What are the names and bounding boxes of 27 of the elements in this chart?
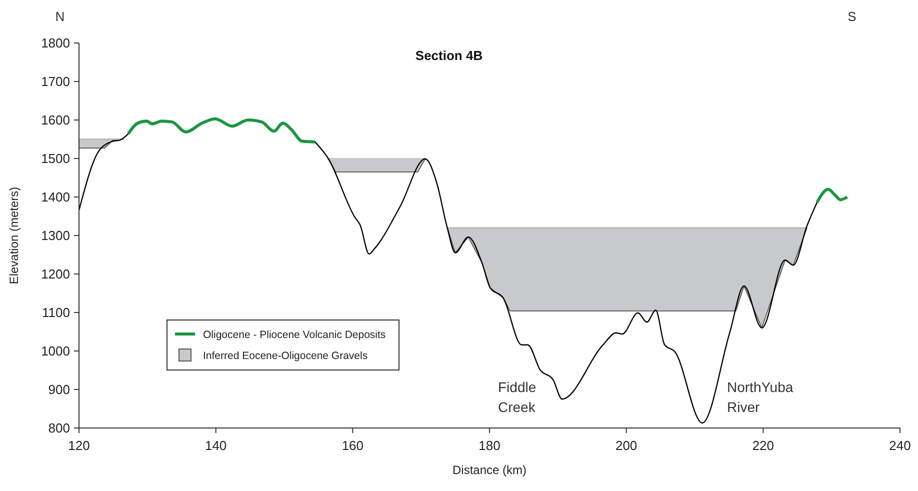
y-tick-label: 1600	[41, 112, 70, 128]
y-tick-label: 1200	[41, 266, 70, 282]
x-tick-label: 160	[342, 438, 364, 453]
text: S	[848, 9, 857, 24]
x-tick-label: 180	[478, 438, 500, 453]
y-tick-label: 900	[48, 382, 70, 397]
x-tick-label: 240	[889, 438, 911, 453]
x-tick-label: 140	[204, 438, 227, 453]
y-tick-label: 800	[48, 420, 70, 436]
x-tick-label: 120	[68, 438, 90, 453]
y-tick-label: 1400	[41, 190, 70, 204]
y-tick-label: 1300	[41, 228, 70, 243]
annotation: NorthYuba River	[727, 379, 794, 415]
y-tick-label: 1800	[41, 36, 70, 50]
x-tick-label: 200	[615, 438, 638, 453]
y-tick-label: 1100	[42, 305, 70, 320]
y-axis-title: Elevation (meters)	[7, 186, 21, 284]
legend-label: Oligocene - Pliocene Volcanic Deposits	[203, 329, 386, 341]
y-tick-label: 1000	[41, 344, 70, 358]
y-tick-label: 1700	[41, 74, 70, 89]
text: N	[55, 9, 65, 24]
chart-title: Section 4B	[415, 48, 483, 63]
annotation: Fiddle Creek	[498, 379, 536, 415]
y-tick-label: 1500	[41, 151, 70, 166]
legend-label: Inferred Eocene-Oligocene Gravels	[203, 350, 368, 362]
x-axis-title: Distance (km)	[452, 463, 527, 477]
x-tick-label: 220	[752, 438, 774, 453]
